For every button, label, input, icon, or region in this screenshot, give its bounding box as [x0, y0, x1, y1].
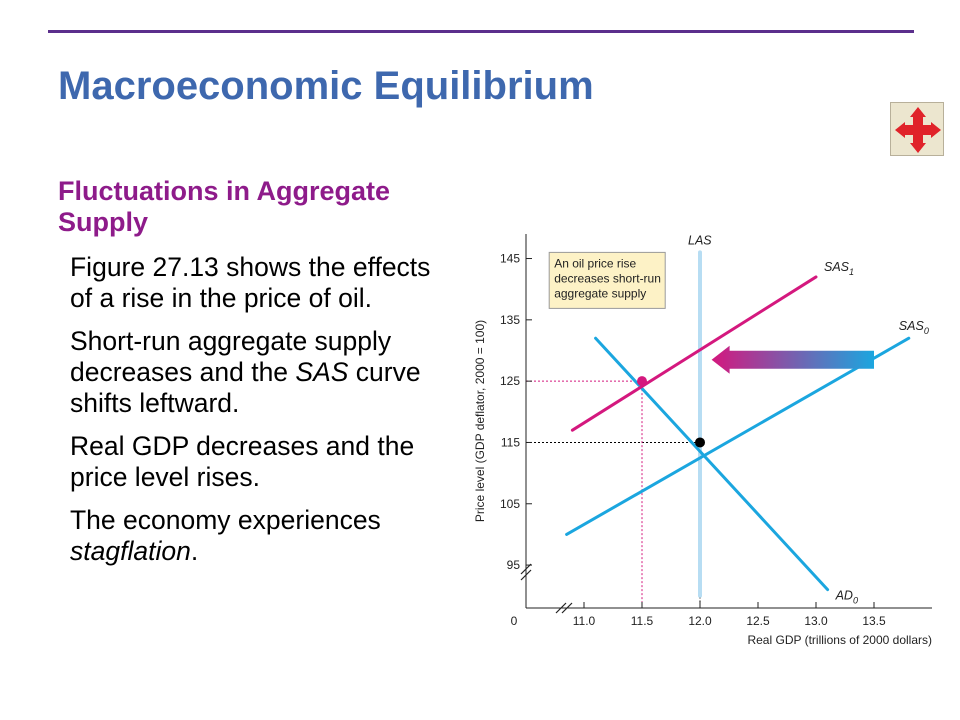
curve-label-sas1: SAS1	[824, 260, 854, 277]
as-ad-chart: Price level (GDP deflator, 2000 = 100) R…	[473, 233, 932, 647]
bullet-2-em: SAS	[295, 357, 349, 387]
x-tick-label: 13.5	[862, 614, 886, 628]
x-tick-label: 11.5	[631, 614, 654, 628]
bullet-4: The economy experiences stagflation.	[70, 505, 455, 567]
y-axis-break	[520, 569, 532, 581]
bullet-4-em: stagflation	[70, 536, 191, 566]
x-axis-title: Real GDP (trillions of 2000 dollars)	[747, 633, 932, 647]
shift-arrow	[711, 345, 874, 374]
bullet-2: Short-run aggregate supply decreases and…	[70, 326, 455, 419]
equilibrium-point	[695, 437, 705, 448]
y-tick-label: 95	[507, 558, 521, 572]
curve-label-sas0: SAS0	[899, 319, 929, 336]
curve-label-sub: 1	[849, 267, 854, 277]
x-axis-break	[561, 602, 573, 614]
equilibrium-guide	[526, 380, 643, 608]
origin-label: 0	[511, 614, 518, 628]
guide-lines	[526, 380, 701, 608]
slide-title: Macroeconomic Equilibrium	[58, 64, 594, 108]
curve-label-ad0: AD0	[835, 589, 858, 606]
move-arrows-icon	[895, 107, 941, 153]
x-tick-label: 11.0	[573, 614, 596, 628]
y-axis-break	[520, 563, 532, 575]
bullet-list: Figure 27.13 shows the effects of a rise…	[70, 252, 455, 579]
annotation-line-3: aggregate supply	[554, 286, 646, 300]
curve-sas0	[565, 336, 911, 536]
annotation-line-1: An oil price rise	[554, 256, 636, 270]
curve-label-sub: 0	[924, 326, 929, 336]
curve-label-sub: 0	[853, 596, 858, 606]
curves	[565, 250, 911, 598]
y-axis-title: Price level (GDP deflator, 2000 = 100)	[473, 320, 487, 522]
y-tick-label: 125	[500, 374, 520, 388]
equilibrium-points	[637, 376, 705, 448]
bullet-2-pre: Short-run aggregate supply decreases and…	[70, 326, 392, 387]
x-tick-label: 12.0	[688, 614, 712, 628]
annotation-line-2: decreases short-run	[554, 271, 661, 285]
x-tick-label: 12.5	[746, 614, 770, 628]
y-tick-label: 115	[501, 435, 520, 449]
equilibrium-guide	[526, 441, 701, 608]
bullet-4-pre: The economy experiences	[70, 505, 381, 535]
annotation-box: An oil price rise decreases short-run ag…	[548, 251, 666, 309]
bullet-1: Figure 27.13 shows the effects of a rise…	[70, 252, 431, 313]
curve-labels: AD0 SAS0 SAS1 LAS	[688, 233, 929, 605]
top-rule	[48, 30, 914, 33]
slide-subtitle: Fluctuations in Aggregate Supply	[58, 176, 391, 237]
bullet-2-post: curve shifts leftward.	[70, 357, 421, 418]
curve-label-las: LAS	[688, 233, 712, 247]
annotation-box-bg	[548, 251, 666, 309]
nav-move-button[interactable]	[890, 102, 944, 156]
bullet-3: Real GDP decreases and the price level r…	[70, 431, 415, 492]
y-tick-label: 105	[500, 497, 520, 511]
curve-sas1	[570, 275, 818, 432]
x-tick-label: 13.0	[804, 614, 828, 628]
curve-ad0	[594, 336, 830, 592]
bullet-4-post: .	[190, 536, 199, 566]
axes	[520, 234, 932, 614]
shift-arrow-shape	[711, 345, 874, 374]
tick-labels: 95 105 115 125 135 145 11.0 11.5 12.0 12.5 13.0 13.…	[500, 252, 886, 628]
x-axis-break	[555, 602, 567, 614]
y-tick-label: 145	[500, 252, 520, 266]
y-tick-label: 135	[500, 313, 520, 327]
equilibrium-point	[637, 376, 647, 387]
